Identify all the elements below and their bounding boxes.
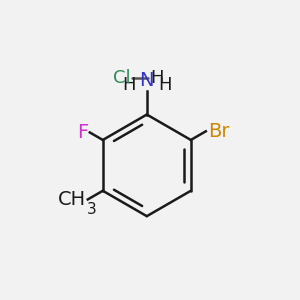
Text: H: H <box>150 69 163 87</box>
Text: F: F <box>77 123 89 142</box>
Text: CH: CH <box>58 190 86 209</box>
Text: H: H <box>158 76 172 94</box>
Text: H: H <box>122 76 135 94</box>
Text: N: N <box>140 71 154 90</box>
Text: Cl: Cl <box>113 69 131 87</box>
Text: 3: 3 <box>87 202 97 217</box>
Text: Br: Br <box>208 122 229 141</box>
